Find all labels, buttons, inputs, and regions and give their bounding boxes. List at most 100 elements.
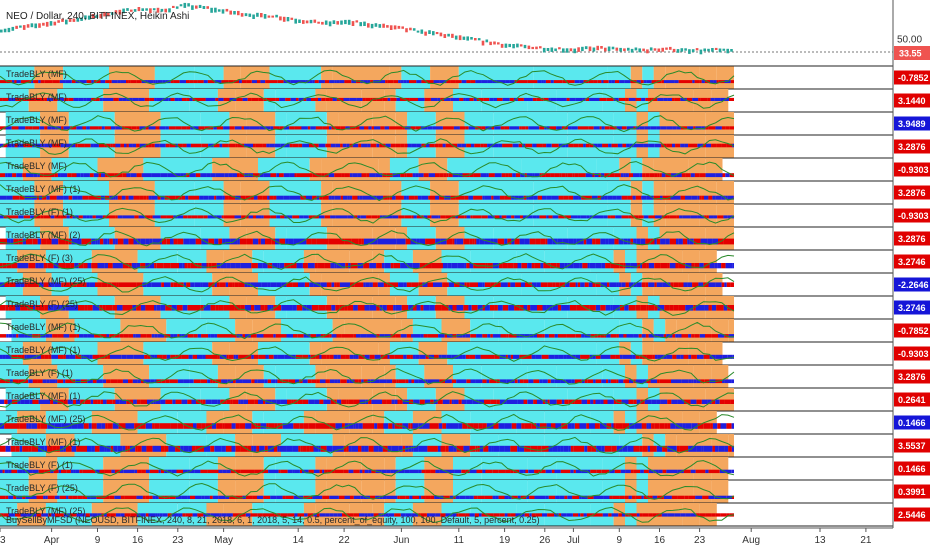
signal-band bbox=[81, 445, 87, 452]
signal-band bbox=[589, 305, 596, 311]
signal-band bbox=[683, 354, 689, 359]
signal-band bbox=[94, 445, 100, 452]
signal-band bbox=[482, 379, 487, 384]
signal-band bbox=[108, 263, 113, 269]
signal-band bbox=[75, 354, 82, 359]
signal-band bbox=[336, 334, 342, 338]
signal-band bbox=[262, 143, 267, 148]
signal-band bbox=[526, 173, 533, 178]
signal-band bbox=[678, 305, 683, 311]
signal-band bbox=[0, 173, 6, 178]
signal-band bbox=[655, 215, 662, 219]
signal-band bbox=[155, 495, 159, 499]
signal-band bbox=[402, 445, 406, 452]
signal-band bbox=[78, 305, 85, 311]
signal-band bbox=[412, 423, 419, 429]
signal-band bbox=[453, 126, 460, 130]
signal-band bbox=[150, 305, 154, 311]
signal-band bbox=[44, 305, 48, 311]
signal-band bbox=[405, 379, 409, 384]
signal-band bbox=[138, 215, 145, 219]
signal-band bbox=[273, 126, 280, 130]
signal-band bbox=[614, 80, 620, 84]
signal-zone bbox=[200, 112, 230, 135]
signal-band bbox=[676, 126, 681, 130]
signal-band bbox=[51, 354, 58, 359]
signal-band bbox=[633, 238, 637, 245]
signal-band bbox=[676, 238, 679, 245]
signal-zone bbox=[389, 342, 419, 365]
signal-band bbox=[342, 195, 348, 200]
oscillator-line bbox=[0, 230, 735, 247]
signal-zone bbox=[160, 388, 201, 411]
signal-band bbox=[289, 143, 293, 148]
pane-value-box bbox=[894, 300, 930, 315]
signal-band bbox=[697, 195, 700, 200]
signal-band bbox=[565, 282, 570, 287]
signal-band bbox=[576, 305, 582, 311]
pane-value-text: 3.2876 bbox=[898, 188, 926, 198]
signal-zone bbox=[149, 365, 190, 388]
signal-band bbox=[665, 238, 670, 245]
time-axis[interactable]: 23Apr91623May1422Jun111926Jul91623Aug132… bbox=[0, 527, 893, 546]
signal-band bbox=[548, 445, 553, 452]
price-candle bbox=[206, 6, 209, 9]
signal-band bbox=[640, 305, 647, 311]
signal-band bbox=[54, 173, 58, 178]
signal-band bbox=[406, 80, 409, 84]
signal-band bbox=[565, 379, 572, 384]
signal-band bbox=[487, 143, 493, 148]
signal-band bbox=[691, 215, 698, 219]
signal-zone bbox=[498, 434, 545, 457]
signal-band bbox=[408, 445, 412, 452]
signal-band bbox=[325, 143, 331, 148]
signal-band bbox=[694, 143, 698, 148]
signal-band bbox=[490, 305, 495, 311]
signal-band bbox=[545, 173, 551, 178]
signal-band bbox=[592, 238, 596, 245]
signal-band bbox=[186, 143, 191, 148]
signal-band bbox=[281, 305, 289, 311]
signal-band bbox=[385, 513, 389, 517]
signal-band bbox=[633, 445, 640, 452]
price-candle bbox=[141, 8, 144, 11]
signal-band bbox=[36, 195, 39, 200]
signal-band bbox=[636, 80, 641, 84]
signal-band bbox=[510, 513, 516, 517]
signal-zone bbox=[389, 181, 402, 204]
signal-band bbox=[669, 215, 674, 219]
signal-band bbox=[12, 173, 17, 178]
signal-band bbox=[723, 305, 728, 311]
price-candle bbox=[122, 8, 125, 14]
signal-band bbox=[118, 282, 125, 287]
signal-band bbox=[667, 399, 672, 404]
signal-band bbox=[698, 97, 701, 101]
signal-band bbox=[548, 334, 555, 338]
pane-value-badge: 3.2746 bbox=[894, 300, 930, 315]
price-candle bbox=[493, 41, 496, 45]
signal-band bbox=[593, 80, 598, 84]
signal-band bbox=[235, 379, 243, 384]
signal-band bbox=[98, 143, 105, 148]
signal-band bbox=[100, 334, 107, 338]
signal-band bbox=[557, 238, 563, 245]
signal-band bbox=[55, 379, 58, 384]
signal-band bbox=[453, 495, 456, 499]
signal-band bbox=[621, 399, 629, 404]
signal-band bbox=[272, 263, 278, 269]
signal-band bbox=[398, 80, 401, 84]
signal-band bbox=[373, 445, 379, 452]
signal-band bbox=[155, 445, 161, 452]
price-pane[interactable] bbox=[0, 2, 893, 55]
signal-band bbox=[329, 513, 334, 517]
signal-band bbox=[635, 126, 640, 130]
signal-band bbox=[254, 305, 261, 311]
signal-band bbox=[60, 143, 64, 148]
signal-zone bbox=[384, 250, 413, 273]
signal-band bbox=[127, 215, 135, 219]
signal-band bbox=[411, 379, 415, 384]
signal-band bbox=[554, 379, 561, 384]
signal-band bbox=[521, 263, 528, 269]
signal-band bbox=[567, 495, 573, 499]
